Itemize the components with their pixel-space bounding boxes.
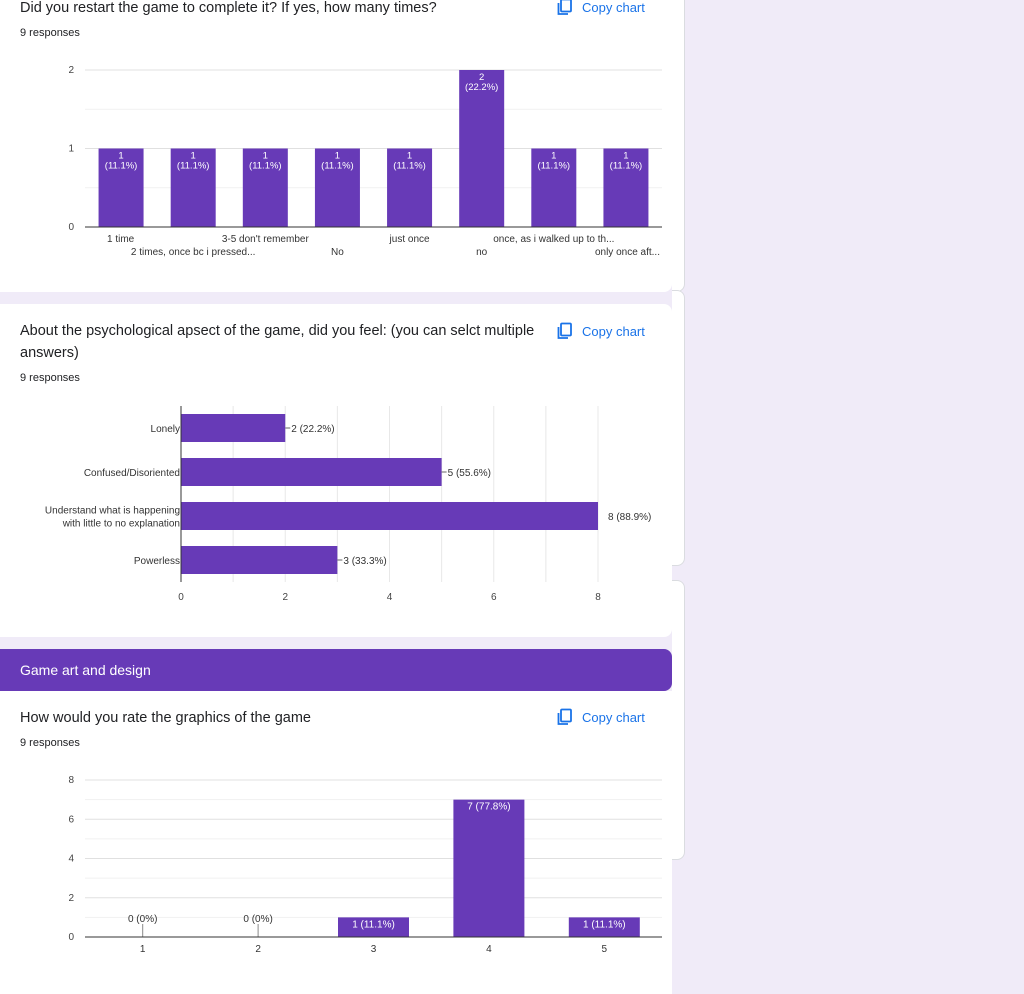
x-category-label: 5 [602,944,608,955]
question-card-restart [0,0,672,292]
bar-value-label: 1 [623,151,628,162]
x-tick-label: 4 [387,592,393,603]
x-category-label: only once aft... [595,247,660,258]
bar-percent-label: (11.1%) [249,161,282,172]
y-tick-label: 0 [68,222,74,233]
bar [603,148,649,227]
question-title-psychology: About the psychological apsect of the ga… [20,323,535,361]
question-card-graphics [0,691,672,994]
bar-value-label: 7 (77.8%) [467,802,510,813]
x-category-label: no [476,247,488,258]
bar-percent-label: (22.2%) [465,82,498,93]
copy-icon [557,322,572,339]
x-category-label: once, as i walked up to th... [493,234,614,245]
y-category-label: Understand what is happening [45,506,180,517]
bar-value-label: 3 (33.3%) [343,556,386,567]
bar-value-label: 1 (11.1%) [352,919,395,930]
x-category-label: 4 [486,944,492,955]
x-category-label: 3-5 don't remember [222,234,310,245]
bar-value-label: 1 [335,151,340,162]
section-title: Game art and design [20,662,151,678]
bar-value-label: 0 (0%) [128,914,157,925]
section-header: Game art and design [0,649,672,691]
copy-chart-button-graphics[interactable]: Copy chart [556,707,645,727]
copy-chart-label: Copy chart [582,323,645,339]
bar-percent-label: (11.1%) [610,161,643,172]
copy-chart-label: Copy chart [582,0,645,15]
bar-value-label: 1 [551,151,556,162]
x-category-label: No [331,247,344,258]
card-edge [672,580,685,860]
bar-percent-label: (11.1%) [177,161,210,172]
copy-chart-button-psychology[interactable]: Copy chart [556,321,645,341]
bar [98,148,144,227]
bar [338,917,409,937]
x-category-label: 1 time [107,234,135,245]
bar-percent-label: (11.1%) [321,161,354,172]
bar-value-label: 2 [479,72,484,83]
x-tick-label: 2 [282,592,288,603]
x-tick-label: 6 [491,592,497,603]
bar-percent-label: (11.1%) [538,161,571,172]
response-count-graphics: 9 responses [20,737,80,749]
response-count-restart: 9 responses [20,27,80,39]
x-category-label: 2 [255,944,261,955]
psychology-horizontal-bar-chart: 0 2 4 6 8 2 (22.2%) Lonely 5 (55.6%) Confused/Di… [45,406,651,603]
y-category-label: Lonely [151,424,180,435]
bar [181,414,286,442]
y-tick-label: 8 [68,775,74,786]
bar [531,148,577,227]
bar [314,148,360,227]
bar [170,148,216,227]
x-category-label: 2 times, once bc i pressed... [131,247,256,258]
y-category-label: Confused/Disoriented [84,468,180,479]
copy-icon [557,0,572,15]
graphics-rating-bar-chart: 0 2 4 6 8 0 (0%) 1 0 (0%) 2 1 (11.1%) 3 7 (77.8%) 4 1… [68,775,662,955]
x-category-label: just once [389,234,430,245]
y-tick-label: 6 [68,814,74,825]
copy-icon [557,708,572,725]
y-tick-label: 4 [68,854,74,865]
copy-chart-label: Copy chart [582,709,645,725]
y-tick-label: 2 [68,893,74,904]
bar-value-label: 8 (88.9%) [608,512,651,523]
bar [181,458,442,486]
y-tick-label: 2 [68,65,74,76]
copy-chart-button-restart[interactable]: Copy chart [556,0,645,17]
y-tick-label: 1 [68,144,74,155]
bar-percent-label: (11.1%) [105,161,138,172]
x-tick-label: 8 [595,592,601,603]
bar [459,70,505,227]
bar-value-label: 1 [263,151,268,162]
bar [453,799,525,937]
bar-value-label: 5 (55.6%) [448,468,491,479]
bar-value-label: 2 (22.2%) [291,424,334,435]
bar [181,546,338,574]
bar-value-label: 1 [191,151,196,162]
bar-value-label: 1 (11.1%) [583,919,626,930]
bar [181,502,598,530]
bar-percent-label: (11.1%) [393,161,426,172]
restart-count-bar-chart: 0121(11.1%)1(11.1%)1(11.1%)1(11.1%)1(11.… [68,65,662,258]
y-category-label: with little to no explanation [62,519,180,530]
bar-value-label: 1 [407,151,412,162]
x-category-label: 1 [140,944,146,955]
bar [568,917,640,937]
x-tick-label: 0 [178,592,184,603]
response-count-psychology: 9 responses [20,372,80,384]
bar [387,148,433,227]
bar-value-label: 0 (0%) [243,914,272,925]
y-tick-label: 0 [68,932,74,943]
question-title-restart: Did you restart the game to complete it?… [20,0,437,16]
question-title-graphics: How would you rate the graphics of the g… [20,710,311,726]
bar [242,148,288,227]
bar-value-label: 1 [118,151,123,162]
card-edge [672,0,685,292]
card-edge [672,290,685,566]
x-category-label: 3 [371,944,377,955]
y-category-label: Powerless [134,556,180,567]
